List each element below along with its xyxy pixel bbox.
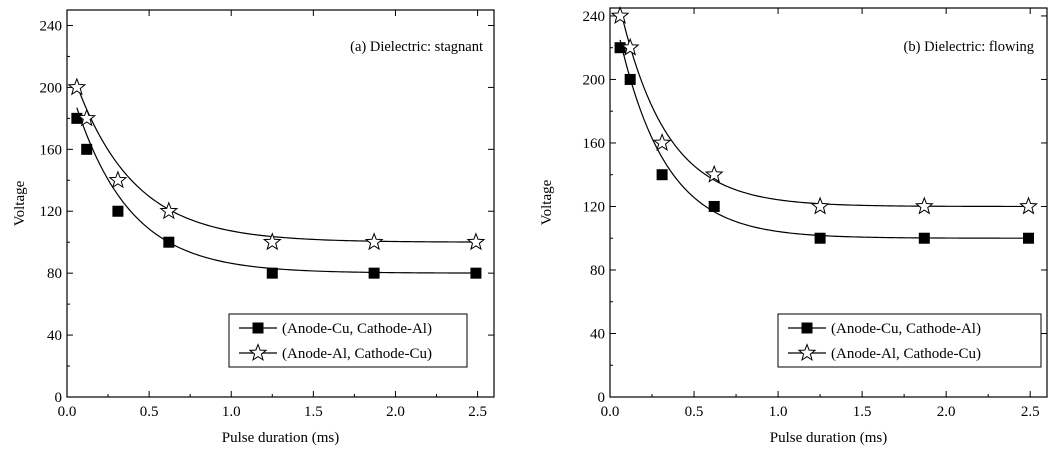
y-tick-label: 160 <box>40 142 63 158</box>
legend-marker-2 <box>248 343 268 362</box>
data-point-series-1 <box>614 42 626 54</box>
legend-marker-1 <box>252 322 264 334</box>
y-tick-label: 160 <box>583 136 606 152</box>
data-point-series-1 <box>81 143 93 155</box>
data-point-series-1 <box>112 205 124 217</box>
y-tick-label: 40 <box>47 328 62 344</box>
data-point-series-1 <box>71 112 83 124</box>
x-axis-label: Pulse duration (ms) <box>770 430 888 446</box>
plot-frame <box>609 7 1048 398</box>
y-tick-label: 80 <box>47 266 62 282</box>
data-point-series-1 <box>163 236 175 248</box>
data-point-series-1 <box>266 267 278 279</box>
y-tick-label: 200 <box>583 72 606 88</box>
x-tick-label: 0.0 <box>601 404 620 420</box>
x-tick-label: 2.5 <box>1021 404 1040 420</box>
data-point-series-2 <box>466 232 486 251</box>
chart-b-svg: 0.0 0.5 1.0 1.5 2.0 2.5 0 40 80 120 160 200 240 Pulse… <box>539 6 1048 446</box>
y-tick-label: 0 <box>55 390 63 406</box>
data-point-series-2 <box>364 232 384 251</box>
data-point-series-2 <box>67 77 87 96</box>
data-point-series-1 <box>1023 232 1035 244</box>
x-tick-label: 0.5 <box>140 404 159 420</box>
legend-box <box>228 313 468 368</box>
data-point-series-1 <box>814 232 826 244</box>
series-fit-line-2 <box>76 84 476 243</box>
chart-panel-a: 0.0 0.5 1.0 1.5 2.0 2.5 0 40 80 120 160 200 240 Pulse… <box>0 0 520 447</box>
data-point-series-2 <box>262 232 282 251</box>
legend-label-2: (Anode-Al, Cathode-Cu) <box>282 346 432 362</box>
plot-frame <box>66 9 495 398</box>
data-point-series-2 <box>108 170 128 189</box>
x-tick-label: 1.0 <box>222 404 241 420</box>
x-tick-label: 1.0 <box>769 404 788 420</box>
data-point-series-1 <box>624 73 636 85</box>
data-point-series-2 <box>914 196 934 215</box>
y-tick-label: 120 <box>40 204 63 220</box>
legend-label-1: (Anode-Cu, Cathode-Al) <box>831 321 981 337</box>
legend-box <box>777 313 1042 368</box>
y-tick-label: 40 <box>590 326 605 342</box>
data-point-series-2 <box>704 164 724 183</box>
y-tick-label: 240 <box>40 18 63 34</box>
data-point-series-2 <box>610 6 630 24</box>
series-fit-line-2 <box>619 8 1029 208</box>
chart-title: (b) Dielectric: flowing <box>904 39 1034 55</box>
x-axis-label: Pulse duration (ms) <box>222 430 340 446</box>
x-tick-label: 0.5 <box>685 404 704 420</box>
x-tick-label: 2.5 <box>468 404 487 420</box>
y-tick-label: 120 <box>583 199 606 215</box>
data-point-series-1 <box>918 232 930 244</box>
data-point-series-2 <box>810 196 830 215</box>
y-tick-label: 200 <box>40 80 63 96</box>
y-axis-label: Voltage <box>12 180 28 226</box>
y-tick-label: 80 <box>590 263 605 279</box>
chart-panel-b: 0.0 0.5 1.0 1.5 2.0 2.5 0 40 80 120 160 200 240 Pulse… <box>524 0 1048 447</box>
y-tick-label: 0 <box>598 390 606 406</box>
chart-a-svg: 0.0 0.5 1.0 1.5 2.0 2.5 0 40 80 120 160 200 240 Pulse… <box>12 9 495 446</box>
series-fit-line-1 <box>619 39 1029 239</box>
legend-label-2: (Anode-Al, Cathode-Cu) <box>831 346 981 362</box>
data-point-series-2 <box>652 133 672 151</box>
data-point-series-1 <box>708 200 720 212</box>
data-point-series-2 <box>620 37 640 56</box>
x-tick-label: 2.0 <box>937 404 956 420</box>
y-tick-label: 240 <box>583 9 606 25</box>
x-tick-label: 1.5 <box>853 404 872 420</box>
chart-title: (a) Dielectric: stagnant <box>350 39 483 55</box>
x-tick-label: 0.0 <box>58 404 77 420</box>
x-tick-label: 2.0 <box>386 404 405 420</box>
x-tick-label: 1.5 <box>304 404 323 420</box>
data-point-series-2 <box>1019 196 1038 215</box>
legend-marker-2 <box>797 343 817 362</box>
data-point-series-1 <box>656 169 668 181</box>
data-point-series-2 <box>159 201 179 220</box>
legend-label-1: (Anode-Cu, Cathode-Al) <box>282 321 432 337</box>
data-point-series-1 <box>368 267 380 279</box>
legend-marker-1 <box>801 322 813 334</box>
y-axis-label: Voltage <box>539 179 555 225</box>
data-point-series-2 <box>77 108 97 127</box>
data-point-series-1 <box>470 267 482 279</box>
